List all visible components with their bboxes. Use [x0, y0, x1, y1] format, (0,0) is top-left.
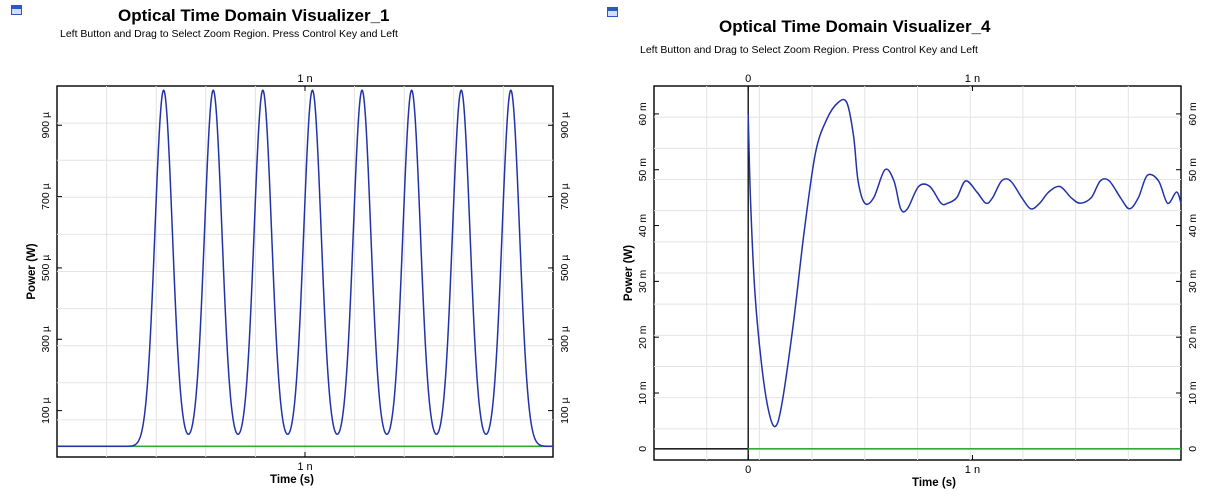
- y-axis-label: Power (W): [26, 243, 38, 299]
- y-tick-label-right: 700 µ: [559, 183, 571, 210]
- plot-area[interactable]: 0 0 10 m 10 m 20 m 20 m 30 m 30 m 40 m 40 m 50 m 50…: [604, 0, 1208, 502]
- x-tick-label-top: 1 n: [965, 73, 980, 85]
- x-tick-label: 1 n: [965, 464, 980, 476]
- y-tick-label: 10 m: [637, 381, 649, 405]
- visualizer-window-icon: [607, 7, 618, 17]
- y-tick-label-right: 100 µ: [559, 397, 571, 424]
- x-axis-label: Time (s): [270, 474, 314, 486]
- visualizer-window-icon: [11, 5, 22, 15]
- y-tick-label-right: 900 µ: [559, 112, 571, 139]
- y-tick-label-right: 20 m: [1187, 325, 1199, 349]
- chart-title: Optical Time Domain Visualizer_1: [118, 6, 390, 25]
- x-tick-label: 0: [745, 464, 751, 476]
- chart-instructions: Left Button and Drag to Select Zoom Regi…: [60, 28, 398, 40]
- y-tick-label-right: 300 µ: [559, 326, 571, 353]
- visualizer-panel-1: Optical Time Domain Visualizer_1 Left Bu…: [0, 0, 604, 502]
- y-tick-label: 500 µ: [40, 255, 52, 282]
- y-tick-label-right: 500 µ: [559, 255, 571, 282]
- y-tick-label-right: 40 m: [1187, 214, 1199, 238]
- y-tick-label-right: 30 m: [1187, 269, 1199, 293]
- y-tick-label-right: 0: [1187, 446, 1199, 452]
- plot-area[interactable]: 100 µ 100 µ 300 µ 300 µ 500 µ 500 µ 700 µ 700 µ…: [0, 0, 604, 502]
- chart-title: Optical Time Domain Visualizer_4: [719, 17, 991, 36]
- chart-instructions: Left Button and Drag to Select Zoom Regi…: [640, 44, 978, 56]
- y-tick-label: 700 µ: [40, 183, 52, 210]
- y-tick-label: 300 µ: [40, 326, 52, 353]
- y-tick-label: 50 m: [637, 158, 649, 182]
- y-tick-label: 0: [637, 446, 649, 452]
- y-tick-label: 20 m: [637, 325, 649, 349]
- signal-trace: [747, 98, 1182, 428]
- y-tick-label: 900 µ: [40, 112, 52, 139]
- x-axis-label: Time (s): [912, 477, 956, 489]
- y-tick-label: 30 m: [637, 269, 649, 293]
- signal-trace: [57, 89, 554, 448]
- y-tick-label-right: 10 m: [1187, 381, 1199, 405]
- y-tick-label: 60 m: [637, 102, 649, 126]
- y-tick-label: 100 µ: [40, 397, 52, 424]
- x-tick-label-top: 0: [745, 73, 751, 85]
- x-tick-label-top: 1 n: [297, 73, 312, 85]
- y-tick-label: 40 m: [637, 214, 649, 238]
- y-tick-label-right: 50 m: [1187, 158, 1199, 182]
- y-tick-label-right: 60 m: [1187, 102, 1199, 126]
- visualizer-panel-4: Optical Time Domain Visualizer_4 Left Bu…: [604, 0, 1208, 502]
- y-axis-label: Power (W): [623, 245, 635, 301]
- x-tick-label: 1 n: [297, 461, 312, 473]
